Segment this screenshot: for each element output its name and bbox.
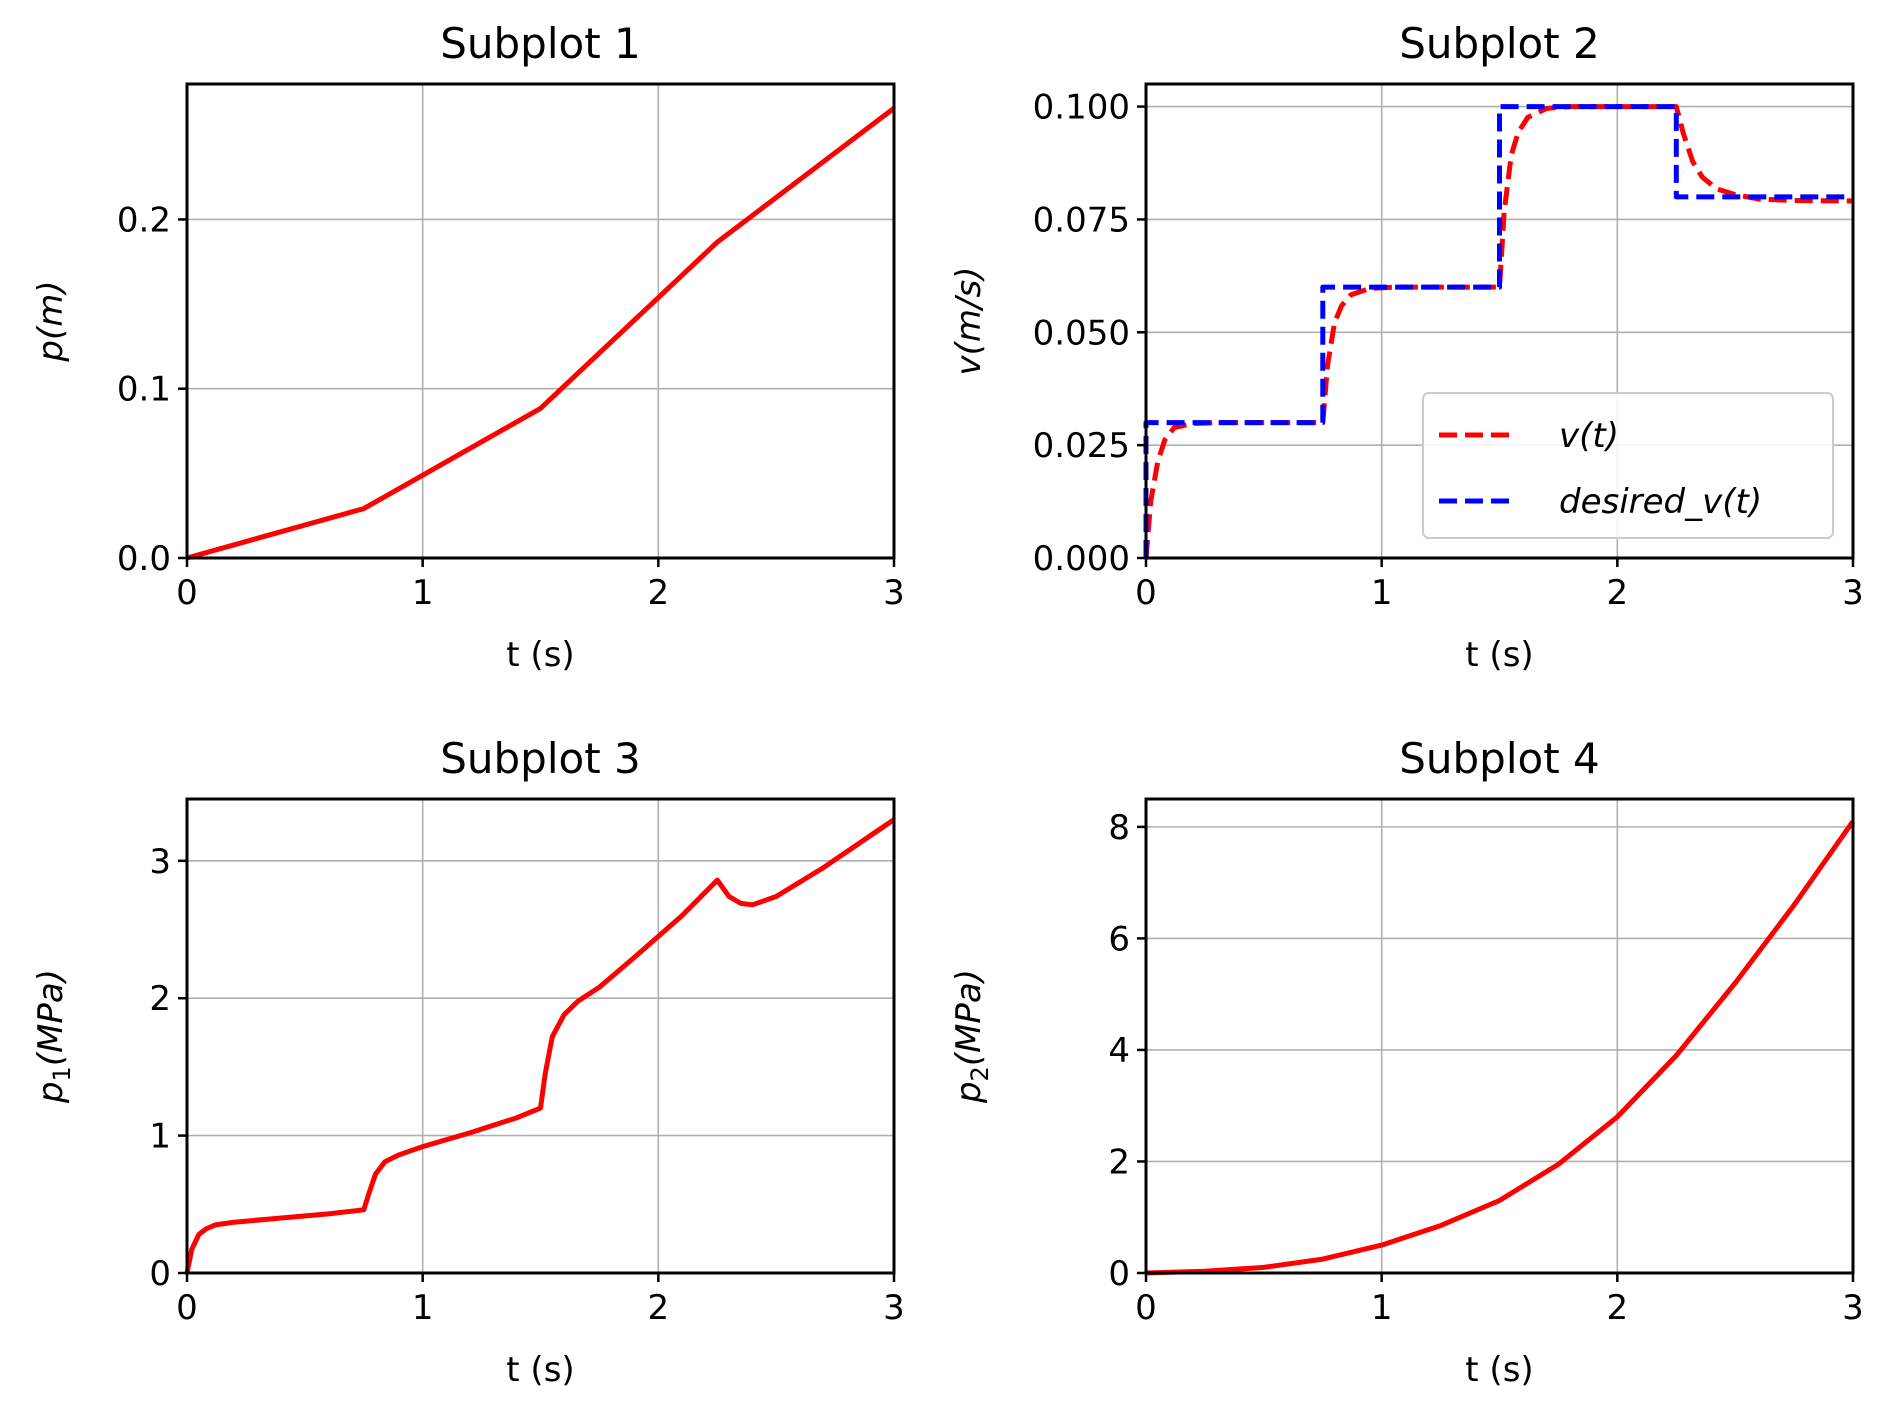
y-axis-label-main: p <box>31 1081 71 1104</box>
x-tick-label: 2 <box>1607 1288 1629 1328</box>
subplot-title: Subplot 4 <box>1399 734 1600 783</box>
x-tick-label: 2 <box>1607 573 1629 613</box>
y-axis-label: v(m/s) <box>949 267 989 376</box>
y-tick-label: 0.2 <box>117 200 171 240</box>
subplot-1: 0 1 2 3 0.0 0.1 0.2 Subplot 1 t (s) p(m) <box>31 19 905 675</box>
y-tick-label: 0.050 <box>1033 313 1130 353</box>
axes-frame <box>185 797 896 1275</box>
x-tick-label: 0 <box>176 573 198 613</box>
subplot-title: Subplot 2 <box>1399 19 1600 68</box>
x-axis-label: t (s) <box>506 635 574 675</box>
x-tick-label: 2 <box>648 573 670 613</box>
series-line-p-t- <box>186 106 896 561</box>
x-tick-label: 3 <box>1842 573 1864 613</box>
y-tick-label: 0.1 <box>117 370 171 410</box>
y-tick-label: 0.000 <box>1033 539 1130 579</box>
y-axis-label-main: p <box>949 1081 989 1104</box>
y-tick-label: 0 <box>1108 1254 1130 1294</box>
subplot-title: Subplot 1 <box>440 19 641 68</box>
y-axis-label: p1(MPa) <box>31 969 76 1104</box>
x-tick-label: 1 <box>412 573 434 613</box>
y-tick-label: 4 <box>1108 1031 1130 1071</box>
x-tick-label: 1 <box>1371 573 1393 613</box>
y-tick-label: 1 <box>149 1117 171 1157</box>
legend-box <box>1422 392 1834 539</box>
legend-label-1: v(t) <box>1559 416 1619 456</box>
y-tick-label: 0.0 <box>117 539 171 579</box>
y-tick-label: 0.075 <box>1033 200 1130 240</box>
y-axis-label: p(m) <box>31 280 71 362</box>
y-axis-label-subscript: 2 <box>966 1066 994 1081</box>
y-tick-label: 6 <box>1108 919 1130 959</box>
x-tick-label: 2 <box>648 1288 670 1328</box>
series-line-v-t- <box>1143 104 1853 559</box>
y-tick-label: 2 <box>149 979 171 1019</box>
x-axis-label: t (s) <box>1465 635 1533 675</box>
y-axis-label-subscript: 1 <box>48 1066 76 1081</box>
y-axis-label-main: v <box>949 354 989 375</box>
axes-frame <box>185 82 896 560</box>
y-axis-label: p2(MPa) <box>949 969 994 1104</box>
y-tick-label: 0 <box>149 1254 171 1294</box>
y-axis-label-unit: (MPa) <box>949 969 989 1066</box>
legend: v(t) desired_v(t) <box>1422 392 1834 539</box>
x-tick-label: 0 <box>1135 1288 1157 1328</box>
subplot-2: 0 1 2 3 0.000 0.025 0.050 0.075 0.100 Subplot 2 t … <box>949 19 1864 675</box>
subplot-title: Subplot 3 <box>440 734 641 783</box>
y-axis-label-main: p <box>31 340 71 363</box>
series-line-desired-v-t- <box>1143 104 1853 558</box>
series-line-p2-t- <box>1145 819 1856 1276</box>
y-tick-label: 2 <box>1108 1142 1130 1182</box>
y-tick-label: 0.025 <box>1033 426 1130 466</box>
y-axis-label-unit: (m/s) <box>949 267 989 356</box>
x-tick-label: 3 <box>1842 1288 1864 1328</box>
x-tick-label: 1 <box>1371 1288 1393 1328</box>
y-tick-label: 8 <box>1108 808 1130 848</box>
axes-frame <box>1144 797 1855 1275</box>
y-axis-label-unit: (m) <box>31 280 71 340</box>
x-tick-label: 1 <box>412 1288 434 1328</box>
y-tick-label: 3 <box>149 842 171 882</box>
y-axis-label-unit: (MPa) <box>31 969 71 1066</box>
x-tick-label: 0 <box>176 1288 198 1328</box>
x-tick-label: 3 <box>883 573 905 613</box>
x-tick-label: 3 <box>883 1288 905 1328</box>
legend-label-2: desired_v(t) <box>1559 482 1762 522</box>
x-axis-label: t (s) <box>506 1350 574 1390</box>
series-line-p1-t- <box>184 817 896 1274</box>
x-tick-label: 0 <box>1135 573 1157 613</box>
x-axis-label: t (s) <box>1465 1350 1533 1390</box>
axes-frame <box>1144 82 1855 560</box>
y-tick-label: 0.100 <box>1033 88 1130 128</box>
